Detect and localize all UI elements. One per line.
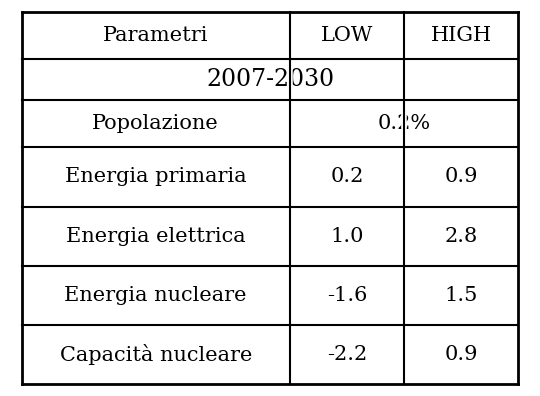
Text: -2.2: -2.2 xyxy=(327,345,367,364)
Text: 1.0: 1.0 xyxy=(330,227,364,246)
Text: 0.2%: 0.2% xyxy=(377,114,431,133)
Text: -1.6: -1.6 xyxy=(327,286,367,305)
Text: HIGH: HIGH xyxy=(431,26,492,45)
Text: 2.8: 2.8 xyxy=(444,227,478,246)
Text: Popolazione: Popolazione xyxy=(92,114,219,133)
Text: 0.2: 0.2 xyxy=(330,168,364,187)
Text: Energia elettrica: Energia elettrica xyxy=(66,227,246,246)
Text: LOW: LOW xyxy=(321,26,373,45)
Text: 1.5: 1.5 xyxy=(444,286,478,305)
Text: Parametri: Parametri xyxy=(103,26,208,45)
Text: 2007-2030: 2007-2030 xyxy=(206,68,334,91)
Text: 0.9: 0.9 xyxy=(444,168,478,187)
Text: 0.9: 0.9 xyxy=(444,345,478,364)
Text: Energia nucleare: Energia nucleare xyxy=(64,286,247,305)
Text: Capacità nucleare: Capacità nucleare xyxy=(59,344,252,365)
Text: Energia primaria: Energia primaria xyxy=(65,168,247,187)
